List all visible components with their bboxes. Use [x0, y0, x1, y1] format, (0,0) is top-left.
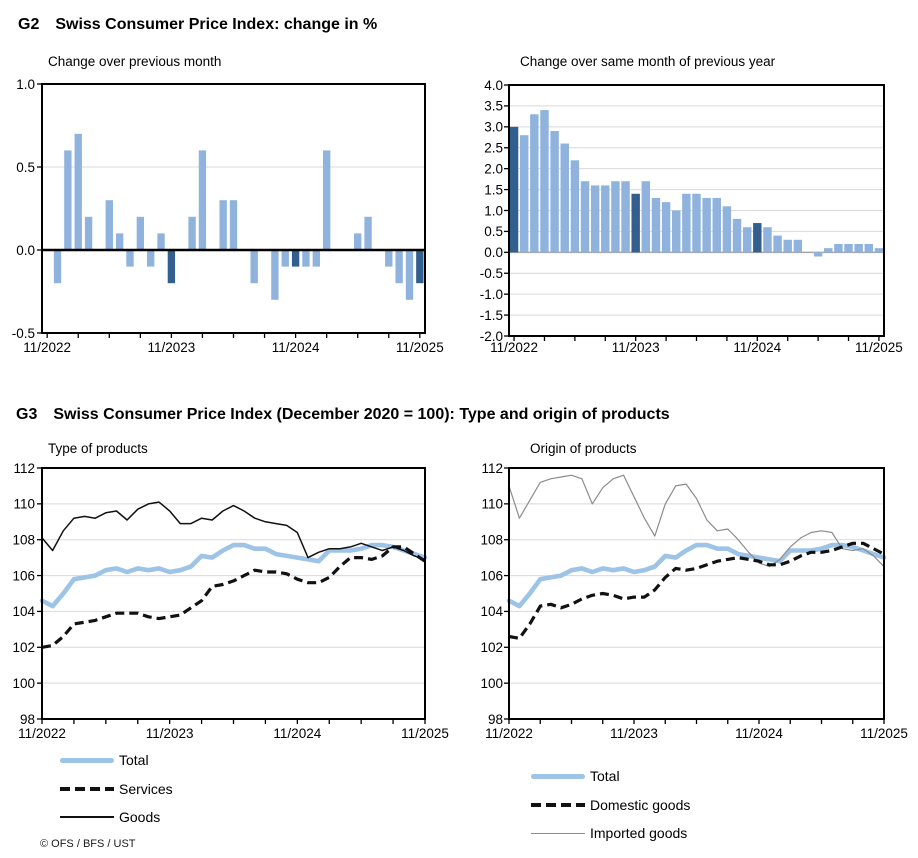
svg-text:0.5: 0.5 [16, 160, 35, 175]
legend-item-services: Services [60, 775, 173, 804]
legend-item-goods: Goods [60, 803, 173, 832]
mom-bar-chart: 1.0 0.5 0.0 -0.511/2022 11/2023 11/2024 11/202… [12, 77, 444, 355]
mom-chart-subtitle: Change over previous month [48, 54, 222, 69]
svg-text:11/2025: 11/2025 [396, 340, 444, 355]
svg-text:100: 100 [12, 676, 35, 691]
svg-text:-2.0: -2.0 [480, 329, 503, 344]
origin-legend: Total Domestic goods Imported goods [531, 762, 690, 848]
legend-item-total: Total [531, 762, 690, 791]
svg-text:98: 98 [20, 712, 35, 727]
svg-text:112: 112 [481, 461, 503, 476]
legend-item-imported-goods: Imported goods [531, 819, 690, 848]
svg-text:1.0: 1.0 [484, 203, 503, 218]
legend-label: Services [119, 780, 173, 797]
svg-text:0.0: 0.0 [16, 243, 35, 258]
legend-label: Imported goods [590, 825, 688, 842]
g2-code: G2 [18, 16, 40, 33]
legend-label: Total [119, 752, 149, 769]
svg-text:108: 108 [480, 533, 503, 548]
total-line-swatch [60, 757, 114, 763]
legend-label: Domestic goods [590, 796, 691, 813]
svg-text:110: 110 [481, 497, 503, 512]
svg-text:11/2025: 11/2025 [401, 726, 449, 741]
svg-text:3.0: 3.0 [484, 120, 503, 135]
legend-item-domestic-goods: Domestic goods [531, 791, 690, 820]
svg-text:-0.5: -0.5 [12, 326, 35, 341]
svg-text:104: 104 [480, 604, 503, 619]
copyright-note: © OFS / BFS / UST [40, 838, 136, 850]
g3-section-title: G3 Swiss Consumer Price Index (December … [16, 406, 670, 424]
svg-text:-0.5: -0.5 [480, 266, 503, 281]
services-line-swatch [60, 786, 114, 791]
g2-section-title: G2 Swiss Consumer Price Index: change in… [18, 16, 377, 34]
svg-text:-1.0: -1.0 [480, 287, 503, 302]
svg-text:0.5: 0.5 [484, 224, 503, 239]
svg-text:102: 102 [480, 640, 503, 655]
yoy-bar-chart: 4.0 3.5 3.0 2.5 2.0 1.5 1.0 0.5 0.0 -0.5 -1.0 -1.5 -… [480, 78, 903, 355]
svg-text:100: 100 [480, 676, 503, 691]
type-chart-subtitle: Type of products [48, 441, 148, 456]
svg-text:2.0: 2.0 [484, 161, 503, 176]
imported-goods-line-swatch [531, 832, 585, 834]
total-line-swatch [531, 773, 585, 779]
goods-line-swatch [60, 816, 114, 819]
svg-text:-1.5: -1.5 [480, 308, 503, 323]
svg-text:112: 112 [13, 461, 35, 476]
svg-text:1.0: 1.0 [16, 77, 35, 92]
svg-text:104: 104 [12, 604, 35, 619]
svg-text:11/2023: 11/2023 [147, 340, 195, 355]
svg-text:11/2024: 11/2024 [733, 340, 781, 355]
svg-text:3.5: 3.5 [484, 99, 503, 114]
svg-text:11/2022: 11/2022 [485, 726, 533, 741]
svg-text:106: 106 [480, 568, 503, 583]
legend-item-total: Total [60, 746, 173, 775]
svg-text:0.0: 0.0 [484, 245, 503, 260]
origin-chart-subtitle: Origin of products [530, 441, 637, 456]
svg-text:4.0: 4.0 [484, 78, 503, 93]
g2-title-text: Swiss Consumer Price Index: change in % [55, 16, 378, 33]
g3-title-text: Swiss Consumer Price Index (December 202… [53, 406, 670, 423]
legend-label: Goods [119, 809, 161, 826]
svg-text:11/2023: 11/2023 [612, 340, 660, 355]
svg-text:98: 98 [488, 712, 503, 727]
svg-text:1.5: 1.5 [484, 182, 503, 197]
svg-text:108: 108 [12, 533, 35, 548]
svg-text:11/2022: 11/2022 [23, 340, 71, 355]
svg-text:11/2022: 11/2022 [490, 340, 538, 355]
svg-text:11/2023: 11/2023 [610, 726, 658, 741]
svg-text:11/2024: 11/2024 [735, 726, 783, 741]
type-legend: Total Services Goods [60, 746, 173, 832]
svg-text:110: 110 [13, 497, 35, 512]
svg-text:11/2022: 11/2022 [18, 726, 66, 741]
yoy-chart-subtitle: Change over same month of previous year [520, 54, 776, 69]
svg-text:11/2023: 11/2023 [146, 726, 194, 741]
svg-text:2.5: 2.5 [484, 141, 503, 156]
svg-text:11/2024: 11/2024 [273, 726, 321, 741]
domestic-goods-line-swatch [531, 802, 585, 807]
svg-text:11/2024: 11/2024 [272, 340, 320, 355]
svg-text:106: 106 [12, 568, 35, 583]
svg-text:102: 102 [12, 640, 35, 655]
svg-text:11/2025: 11/2025 [860, 726, 908, 741]
legend-label: Total [590, 768, 620, 785]
g3-code: G3 [16, 406, 38, 423]
svg-text:11/2025: 11/2025 [855, 340, 903, 355]
